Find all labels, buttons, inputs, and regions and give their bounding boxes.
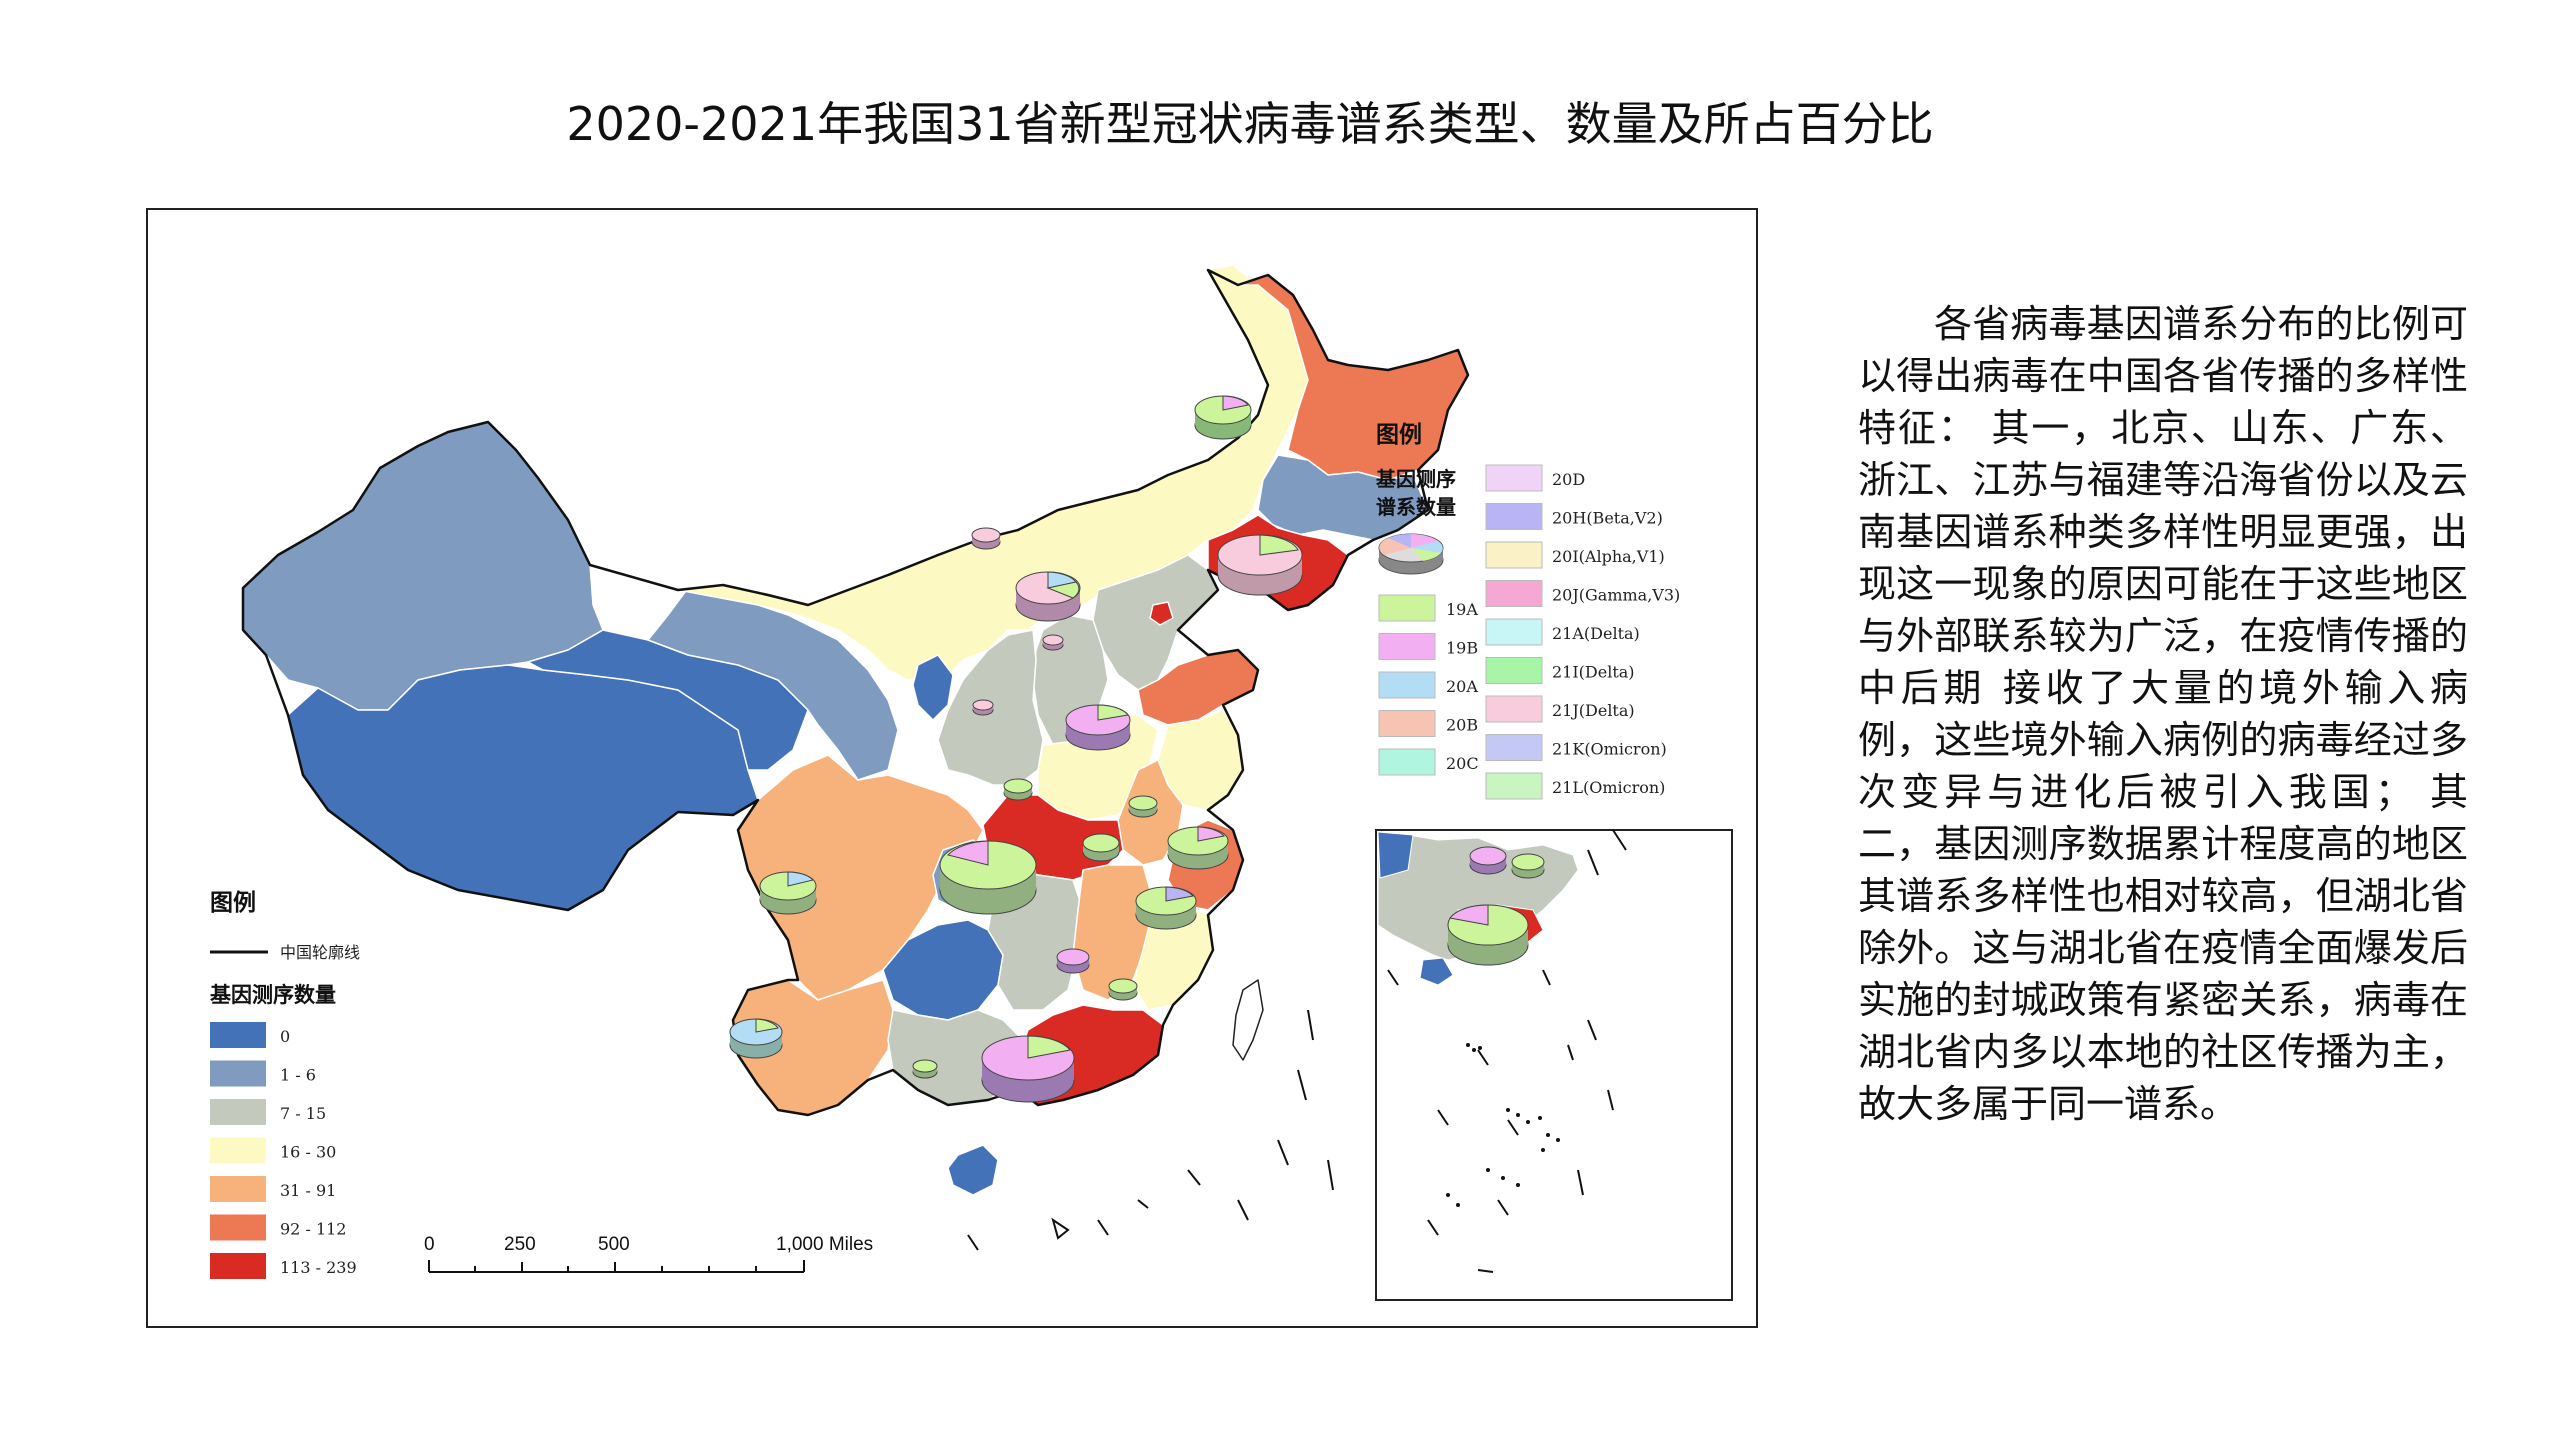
pie-sichuan <box>759 871 817 915</box>
slide-title: 2020-2021年我国31省新型冠状病毒谱系类型、数量及所占百分比 <box>566 97 1934 151</box>
legend-lineage-label: 20I(Alpha,V1) <box>1552 547 1665 566</box>
pie-henan2 <box>1003 778 1033 801</box>
legend-count-swatch <box>210 1022 266 1048</box>
legend-pie-label-2: 谱系数量 <box>1376 495 1456 519</box>
legend-lineage-swatch <box>1378 710 1436 737</box>
legend-lineage-label: 21I(Delta) <box>1552 663 1635 682</box>
region-jiangxi <box>1072 864 1154 1001</box>
pie-anhui <box>1082 833 1120 862</box>
legend-lineage-swatch <box>1378 594 1436 622</box>
legend-right-title: 图例 <box>1376 421 1422 448</box>
legend-lineage-label: 20C <box>1446 754 1479 773</box>
region-ningxia <box>912 654 954 721</box>
legend-count-label: 16 - 30 <box>280 1143 336 1162</box>
pie-fujian <box>1108 978 1138 1001</box>
pie-liaoning <box>1217 534 1303 596</box>
legend-lineage-swatch <box>1378 671 1436 699</box>
pie-inner-mongolia <box>971 527 1001 550</box>
legend-count-label: 113 - 239 <box>280 1258 357 1277</box>
scale-tick-0: 0 <box>424 1234 435 1255</box>
legend-lineage-swatch <box>1485 503 1543 530</box>
legend-count-swatch <box>210 1214 266 1241</box>
legend-lineage-label: 19B <box>1446 639 1478 658</box>
island-marks <box>967 1009 1334 1251</box>
legend-counts: 图例 中国轮廓线 基因测序数量 0 1 - 6 7 - 15 16 - 30 31 - … <box>210 889 360 1279</box>
legend-lineage-label: 20A <box>1446 677 1478 696</box>
province-regions <box>242 264 1469 1196</box>
legend-count-label: 7 - 15 <box>280 1104 326 1123</box>
legend-lineage-swatch <box>1485 734 1543 761</box>
legend-lineage-swatch <box>1485 464 1543 492</box>
china-map: 图例 基因测序 谱系数量 19A 19B 20A 20B 20C 20D 20H(Beta… <box>210 264 1733 1301</box>
scale-bar: 0 250 500 1,000 Miles <box>424 1234 873 1273</box>
legend-count-label: 0 <box>280 1027 290 1046</box>
pie-jiangsu <box>1167 826 1229 870</box>
legend-count-swatch <box>210 1137 266 1164</box>
legend-lineage-label: 20D <box>1552 470 1585 489</box>
side-description: 各省病毒基因谱系分布的比例可以得出病毒在中国各省传播的多样性特征： 其一，北京、… <box>1858 302 2468 1126</box>
legend-lineage-swatch <box>1485 580 1543 607</box>
legend-count-label: 31 - 91 <box>280 1181 336 1200</box>
region-hainan <box>947 1144 999 1196</box>
pie-hubei <box>939 840 1037 915</box>
legend-lineage-swatch <box>1378 633 1436 660</box>
legend-lineage-label: 21L(Omicron) <box>1552 778 1665 797</box>
legend-lineage-swatch <box>1485 541 1543 569</box>
scale-tick-250: 250 <box>504 1234 536 1255</box>
pie-yunnan <box>729 1018 783 1059</box>
region-taiwan <box>1232 979 1264 1061</box>
province-pies <box>729 395 1303 1103</box>
map-frame: 图例 基因测序 谱系数量 19A 19B 20A 20B 20C 20D 20H(Beta… <box>146 208 1758 1328</box>
legend-lineages: 图例 基因测序 谱系数量 19A 19B 20A 20B 20C 20D 20H(Beta… <box>1376 421 1680 800</box>
pie-beijing <box>1015 571 1081 622</box>
legend-count-label: 1 - 6 <box>280 1066 316 1085</box>
legend-lineage-label: 21J(Delta) <box>1552 701 1635 720</box>
pie-hebei <box>1042 634 1064 651</box>
legend-lineage-label: 20H(Beta,V2) <box>1552 509 1663 528</box>
legend-lineage-label: 19A <box>1446 600 1478 619</box>
legend-pie-label-1: 基因测序 <box>1376 467 1456 491</box>
pie-guangdong <box>981 1035 1075 1103</box>
pie-shanxi <box>972 699 994 716</box>
legend-count-label: 92 - 112 <box>280 1220 346 1239</box>
pie-jiangxi <box>1056 948 1090 974</box>
legend-lineage-swatch <box>1378 748 1436 776</box>
legend-lineage-swatch <box>1485 618 1543 646</box>
pie-henan <box>1128 795 1158 818</box>
legend-lineage-label: 20B <box>1446 716 1478 735</box>
legend-left-title: 图例 <box>210 889 256 916</box>
inset-map <box>1375 829 1733 1301</box>
legend-count-swatch <box>210 1060 266 1087</box>
legend-count-swatch <box>210 1099 266 1125</box>
legend-pie-icon <box>1378 533 1444 575</box>
pie-heilongjiang <box>1194 395 1252 440</box>
legend-lineage-swatch <box>1485 695 1543 723</box>
legend-lineage-label: 21K(Omicron) <box>1552 740 1667 759</box>
legend-lineage-swatch <box>1485 657 1543 684</box>
legend-count-swatch <box>210 1176 266 1202</box>
pie-guangxi <box>912 1059 938 1079</box>
legend-outline-label: 中国轮廓线 <box>280 943 360 962</box>
legend-lineage-label: 21A(Delta) <box>1552 624 1640 643</box>
region-beijing <box>1149 601 1174 626</box>
legend-lineage-label: 20J(Gamma,V3) <box>1552 586 1680 605</box>
legend-lineage-swatch <box>1485 772 1543 800</box>
legend-count-swatch <box>210 1253 266 1279</box>
scale-tick-1000: 1,000 Miles <box>776 1234 873 1255</box>
pie-shandong <box>1065 704 1131 751</box>
legend-count-title: 基因测序数量 <box>210 982 336 1007</box>
scale-tick-500: 500 <box>598 1234 630 1255</box>
pie-zhejiang <box>1135 886 1197 930</box>
